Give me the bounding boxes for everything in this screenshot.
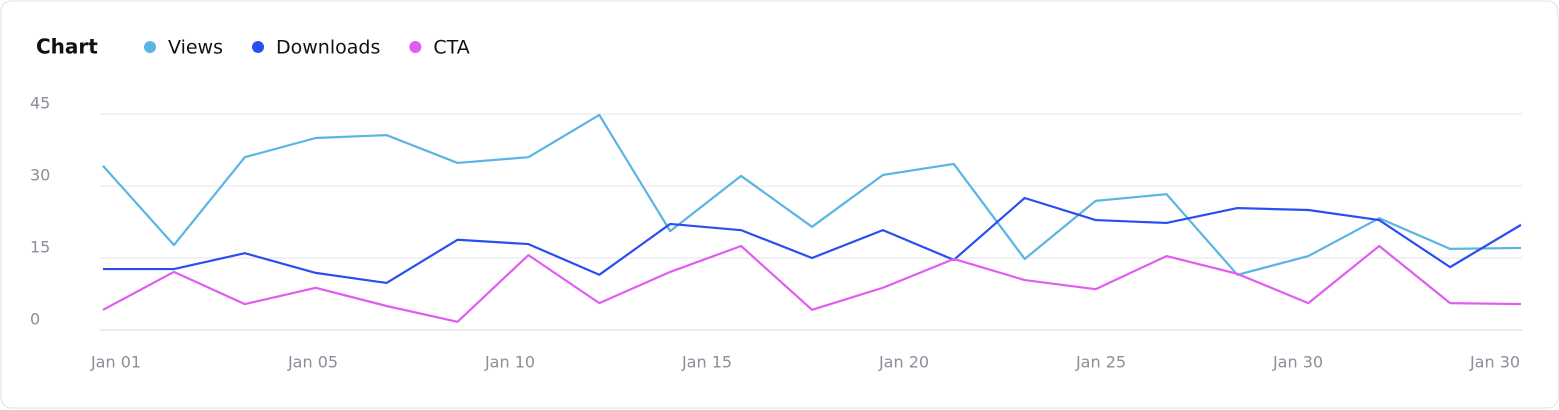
legend-marker (409, 41, 422, 53)
legend-label: Downloads (276, 37, 380, 59)
chart-title: Chart (36, 35, 98, 59)
series-line (102, 244, 1522, 323)
y-tick-label: 30 (30, 166, 50, 185)
x-tick-label: Jan 30 (1272, 353, 1323, 372)
x-tick-label: Jan 20 (878, 353, 929, 372)
series-line (103, 196, 1522, 285)
x-tick-label: Jan 25 (1075, 353, 1126, 372)
x-tick-label: Jan 05 (287, 353, 338, 372)
x-tick-label: Jan 01 (90, 353, 141, 372)
series-line (102, 113, 1522, 276)
legend-marker (144, 41, 156, 53)
legend-label: CTA (433, 37, 469, 59)
x-tick-label: Jan 15 (681, 353, 732, 372)
y-tick-label: 0 (30, 310, 40, 329)
x-tick-label: Jan 30 (1469, 353, 1520, 372)
y-tick-label: 45 (30, 94, 50, 113)
legend-label: Views (168, 37, 223, 59)
y-tick-label: 15 (30, 238, 50, 257)
x-tick-label: Jan 10 (484, 353, 535, 372)
legend-marker (252, 41, 264, 53)
